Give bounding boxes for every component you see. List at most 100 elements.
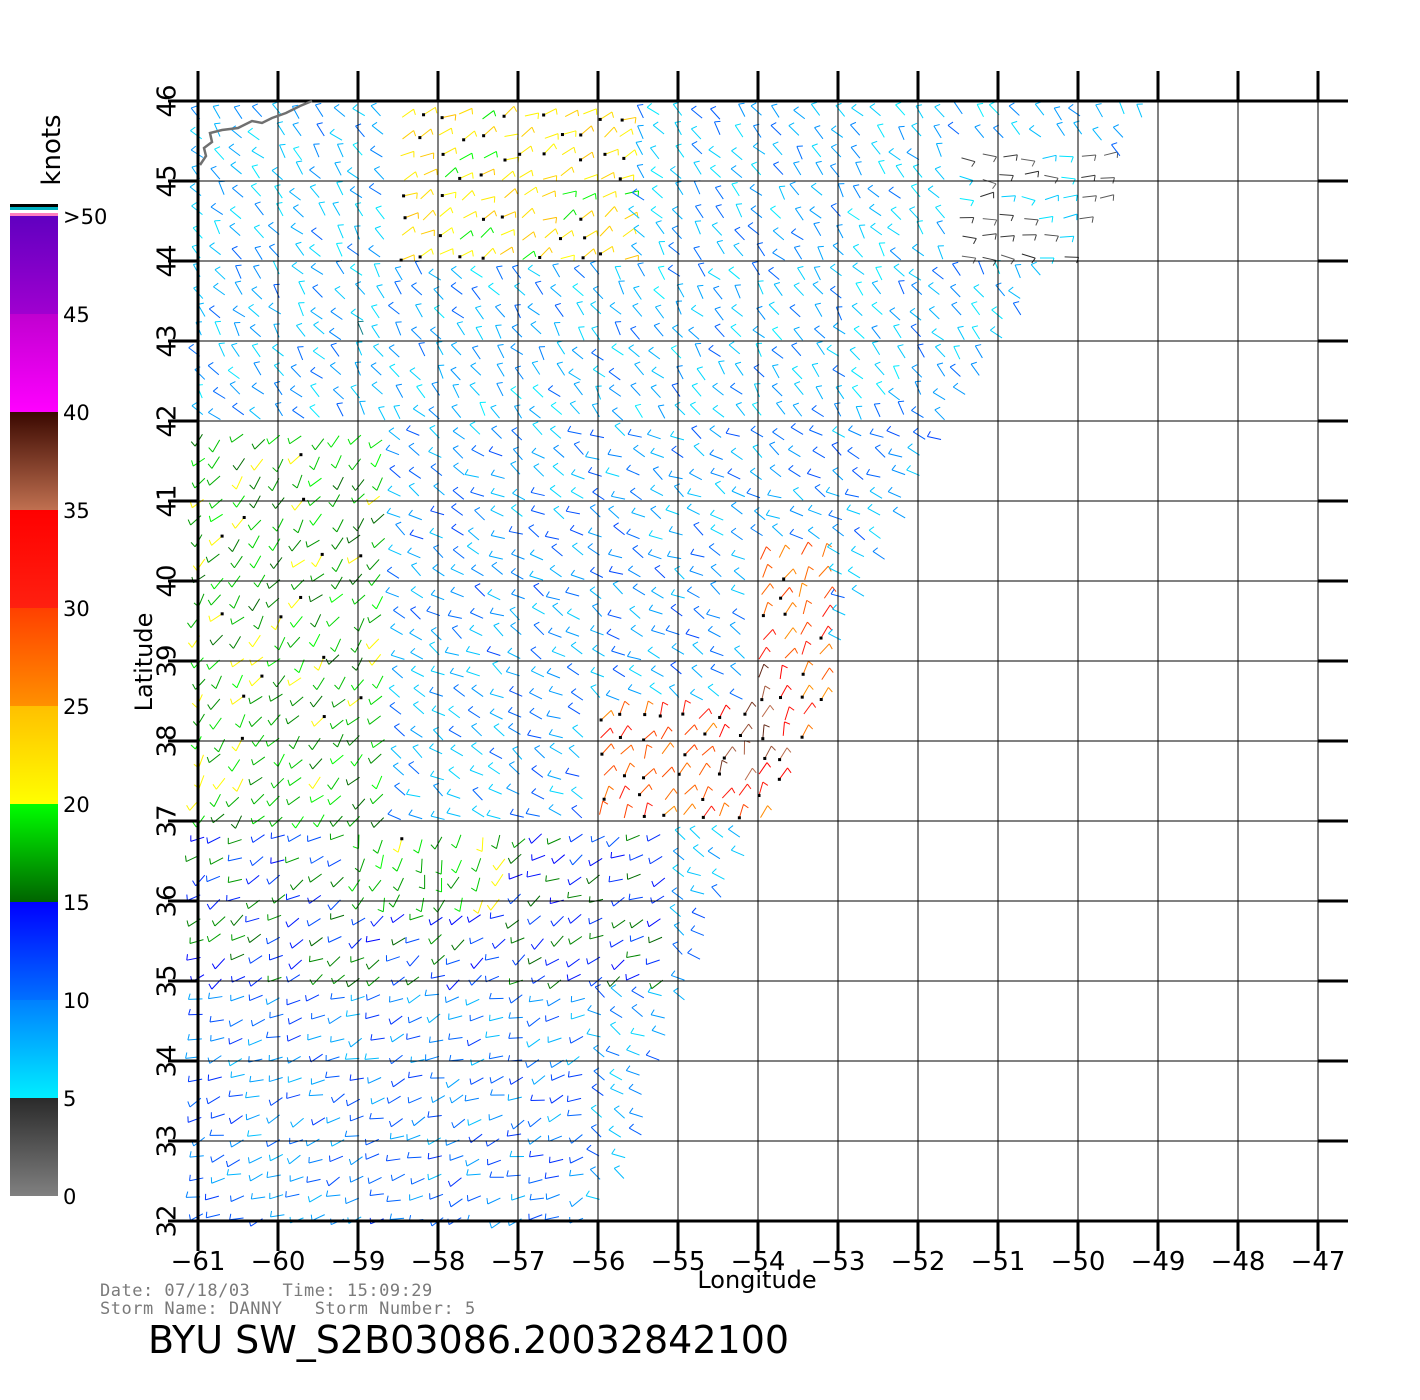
wind-barb bbox=[684, 784, 698, 795]
wind-barb bbox=[365, 959, 380, 970]
wind-barb bbox=[230, 994, 245, 1002]
wind-barb bbox=[608, 384, 622, 397]
wind-barb bbox=[465, 645, 480, 656]
wind-barb bbox=[401, 108, 416, 118]
x-tick-label: −54 bbox=[731, 1247, 786, 1277]
wind-barb bbox=[652, 121, 665, 135]
wind-barb bbox=[208, 513, 223, 523]
wind-barb bbox=[251, 343, 261, 358]
wind-barb bbox=[496, 265, 504, 280]
wind-barb bbox=[470, 877, 481, 892]
wind-barb bbox=[527, 1135, 542, 1145]
wind-barb bbox=[532, 384, 544, 398]
wind-barb bbox=[730, 323, 742, 338]
wind-barb bbox=[428, 1036, 444, 1044]
wind-barb bbox=[230, 1071, 245, 1078]
wind-barb bbox=[211, 916, 226, 927]
wind-barb bbox=[213, 220, 221, 235]
wind-barb bbox=[869, 203, 882, 217]
wind-barb bbox=[232, 778, 244, 792]
wind-barb bbox=[635, 140, 644, 155]
wind-barb bbox=[683, 744, 698, 757]
wind-barb bbox=[488, 446, 503, 457]
wind-barb bbox=[765, 509, 780, 519]
wind-barb bbox=[446, 876, 460, 889]
wind-barb bbox=[1021, 253, 1036, 264]
wind-barb bbox=[592, 365, 606, 378]
wind-barb bbox=[544, 1172, 560, 1179]
wind-barb bbox=[462, 130, 478, 142]
wind-barb bbox=[533, 621, 545, 636]
wind-barb bbox=[570, 641, 583, 655]
wind-barb bbox=[507, 893, 521, 905]
wind-barb bbox=[828, 510, 843, 521]
wind-barb bbox=[416, 384, 426, 399]
wind-barb bbox=[989, 326, 1003, 339]
wind-barb bbox=[271, 497, 285, 509]
date-time-line: Date: 07/18/03 Time: 15:09:29 bbox=[100, 1281, 433, 1301]
wind-barb bbox=[377, 897, 385, 913]
wind-barb bbox=[643, 700, 654, 717]
wind-barb bbox=[582, 193, 597, 200]
wind-barb bbox=[693, 246, 702, 261]
wind-barb bbox=[208, 612, 224, 622]
wind-barb bbox=[373, 166, 385, 180]
wind-barb bbox=[524, 112, 540, 119]
wind-barb bbox=[287, 777, 302, 786]
wind-barb bbox=[218, 342, 225, 357]
wind-barb bbox=[528, 995, 544, 1003]
wind-barb bbox=[708, 543, 721, 556]
wind-barb bbox=[388, 427, 401, 441]
wind-barb bbox=[351, 493, 365, 504]
wind-barb bbox=[560, 166, 575, 177]
wind-barb bbox=[245, 899, 260, 910]
wind-barb bbox=[598, 111, 615, 121]
wind-barb bbox=[950, 283, 961, 298]
wind-barb bbox=[614, 321, 622, 336]
wind-barb bbox=[608, 505, 620, 519]
wind-barb bbox=[450, 563, 464, 576]
wind-barb bbox=[819, 643, 833, 655]
wind-barb bbox=[727, 468, 741, 480]
wind-barb bbox=[687, 488, 702, 498]
wind-barb bbox=[314, 102, 324, 117]
wind-barb bbox=[935, 142, 943, 157]
wind-barb bbox=[874, 444, 886, 458]
wind-barb bbox=[773, 161, 784, 175]
wind-barb bbox=[335, 260, 345, 275]
wind-barb bbox=[439, 248, 454, 255]
wind-barb bbox=[409, 913, 424, 921]
wind-barb bbox=[454, 897, 463, 912]
wind-barb bbox=[209, 242, 221, 256]
wind-barb bbox=[448, 1198, 463, 1208]
color-band bbox=[10, 216, 58, 314]
wind-barb bbox=[268, 693, 283, 702]
wind-barb bbox=[308, 1156, 323, 1164]
wind-barb bbox=[269, 1011, 284, 1019]
wind-barb bbox=[310, 307, 323, 320]
wind-barb bbox=[784, 706, 795, 721]
wind-barb bbox=[888, 186, 901, 199]
color-over-stripe bbox=[10, 207, 58, 210]
wind-barb bbox=[418, 248, 434, 259]
wind-barb bbox=[325, 1055, 340, 1062]
wind-barb bbox=[631, 986, 645, 999]
wind-barb bbox=[510, 386, 522, 400]
wind-barb bbox=[691, 907, 706, 919]
wind-barb bbox=[846, 504, 861, 515]
wind-barb bbox=[187, 1075, 203, 1083]
wind-barb bbox=[234, 280, 243, 295]
wind-barb bbox=[228, 1115, 243, 1125]
wind-barb bbox=[613, 522, 625, 536]
x-tick-label: −55 bbox=[651, 1247, 706, 1277]
wind-barb bbox=[410, 1178, 425, 1185]
wind-barb bbox=[493, 622, 504, 637]
wind-barb bbox=[368, 879, 382, 892]
wind-barb bbox=[610, 1083, 624, 1095]
wind-barb bbox=[789, 528, 804, 540]
wind-barb bbox=[568, 744, 580, 759]
wind-barb bbox=[253, 615, 264, 630]
wind-barb bbox=[527, 1117, 542, 1128]
wind-barb bbox=[285, 917, 300, 928]
wind-barb bbox=[605, 690, 620, 701]
